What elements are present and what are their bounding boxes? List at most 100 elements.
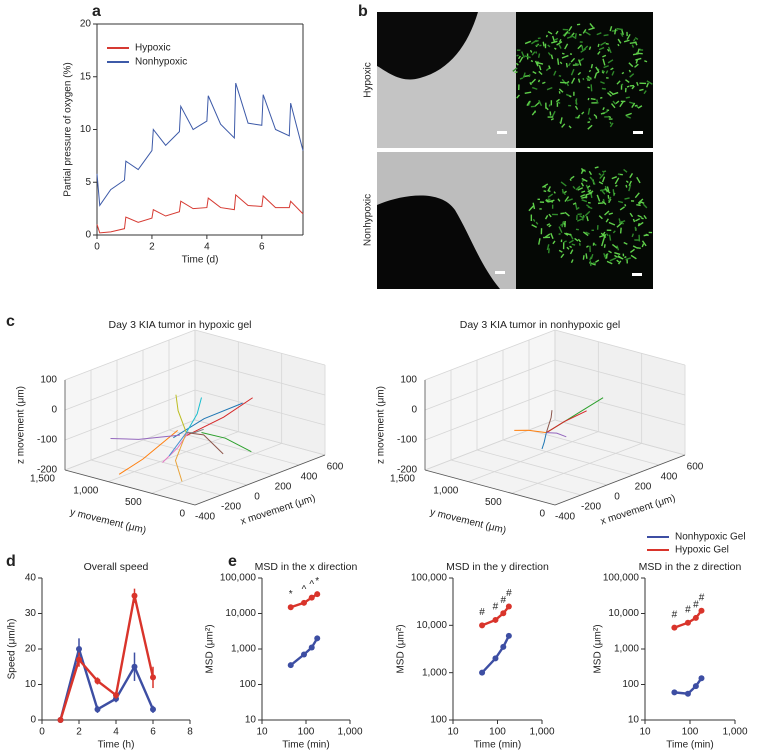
- cell: [566, 82, 570, 87]
- annotation: #: [685, 604, 691, 615]
- annotation: #: [672, 609, 678, 620]
- grid-line: [64, 389, 196, 441]
- y-tick-label: 100: [622, 679, 639, 690]
- annotation: ^: [309, 579, 314, 590]
- cell: [587, 124, 593, 130]
- cell: [516, 54, 519, 57]
- y-tick-label: 10: [245, 715, 257, 726]
- marker: [698, 607, 705, 614]
- cell: [580, 194, 586, 198]
- pane: [425, 330, 555, 470]
- chart-3d: -400-200020040060005001,0001,500-200-100…: [16, 319, 344, 537]
- y-axis: [64, 469, 196, 506]
- cell: [577, 44, 583, 50]
- y-tick-label: 1,000: [231, 644, 256, 655]
- cell: [532, 202, 536, 210]
- track: [175, 394, 187, 433]
- panel-label: e: [228, 553, 237, 570]
- cell: [581, 190, 586, 194]
- grid-line: [528, 429, 660, 466]
- scale-bar: [495, 271, 505, 274]
- grid-line: [90, 459, 222, 496]
- grid-line: [116, 449, 248, 486]
- cell: [560, 253, 565, 259]
- cell: [577, 238, 582, 243]
- cell: [574, 62, 580, 66]
- cell: [596, 99, 599, 104]
- cell: [557, 101, 561, 104]
- cell: [628, 62, 634, 68]
- y-tick-label: 100: [430, 715, 447, 726]
- cell: [625, 184, 628, 188]
- cell: [528, 205, 534, 212]
- y-tick-label: 30: [25, 608, 37, 619]
- cell: [590, 97, 596, 101]
- grid-line: [511, 442, 642, 494]
- marker: [76, 656, 82, 663]
- cell: [531, 51, 536, 56]
- annotation: *: [315, 576, 319, 587]
- cell: [547, 52, 552, 56]
- cell: [592, 242, 595, 246]
- cell: [606, 48, 610, 52]
- y-tick-label: 10: [80, 124, 92, 135]
- cell: [541, 183, 549, 188]
- cell: [608, 250, 612, 254]
- marker: [492, 616, 499, 623]
- cell: [598, 215, 603, 220]
- cell: [603, 65, 609, 69]
- cell: [561, 220, 565, 228]
- cell: [576, 114, 581, 119]
- marker: [505, 603, 512, 610]
- cell: [626, 85, 630, 88]
- pane: [65, 330, 195, 470]
- cell: [608, 90, 614, 95]
- cell: [636, 204, 641, 207]
- x-tick-label: 0: [614, 492, 620, 503]
- cell: [602, 107, 605, 111]
- cell: [557, 198, 561, 202]
- cell: [601, 71, 605, 74]
- cell: [596, 71, 600, 74]
- cell: [600, 81, 605, 85]
- cell: [587, 86, 590, 89]
- cell: [626, 33, 631, 40]
- cell: [537, 53, 541, 58]
- track: [186, 432, 224, 455]
- cell: [596, 194, 601, 202]
- x-tick-label: 6: [150, 727, 156, 738]
- cell: [568, 25, 573, 32]
- cell: [568, 125, 572, 129]
- x-tick-label: 400: [661, 472, 678, 483]
- cell: [568, 239, 574, 244]
- y-axis-label: Speed (μm/h): [7, 619, 18, 680]
- cell: [582, 231, 589, 237]
- cell: [545, 199, 549, 203]
- cell: [623, 39, 630, 43]
- y-axis-label: y movement (μm): [429, 507, 507, 537]
- grid-line: [424, 329, 556, 381]
- cell: [632, 245, 639, 249]
- x-tick-label: -400: [555, 512, 575, 523]
- cell: [518, 56, 524, 63]
- cell: [620, 32, 624, 37]
- marker: [131, 592, 138, 599]
- grid-line: [64, 329, 196, 381]
- cell: [589, 190, 594, 195]
- cell: [624, 204, 627, 207]
- cell: [530, 78, 537, 84]
- y-axis-label: MSD (μm²): [593, 624, 604, 673]
- cell: [601, 170, 605, 174]
- line: [481, 605, 510, 627]
- cell: [538, 70, 543, 76]
- cell: [617, 173, 621, 176]
- cell: [617, 43, 620, 47]
- cell: [587, 185, 591, 189]
- line: [290, 593, 318, 609]
- chart-title: MSD in the y direction: [446, 561, 549, 573]
- track: [186, 428, 204, 434]
- grid-line: [194, 389, 326, 426]
- cell: [620, 220, 625, 225]
- x-axis-label: x movement (μm): [599, 493, 677, 528]
- cell: [548, 213, 552, 218]
